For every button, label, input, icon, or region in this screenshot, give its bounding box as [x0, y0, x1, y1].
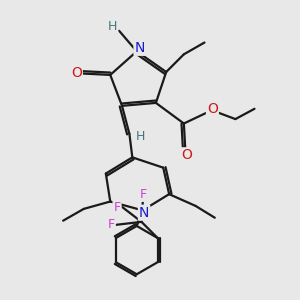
Text: N: N: [139, 206, 149, 220]
Text: O: O: [182, 148, 192, 162]
Text: F: F: [140, 188, 146, 201]
Text: F: F: [108, 218, 115, 231]
Text: N: N: [134, 41, 145, 55]
Text: H: H: [108, 20, 117, 33]
Text: O: O: [71, 66, 82, 80]
Text: F: F: [113, 201, 121, 214]
Text: O: O: [207, 102, 218, 116]
Text: H: H: [136, 130, 145, 143]
